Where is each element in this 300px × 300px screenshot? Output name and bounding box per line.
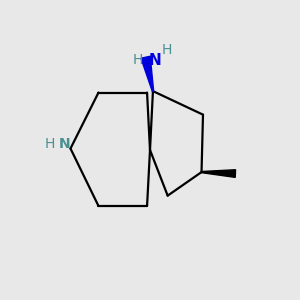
Text: H: H (132, 53, 143, 67)
Text: N: N (59, 137, 70, 151)
Text: N: N (149, 53, 162, 68)
Polygon shape (141, 56, 154, 91)
Text: H: H (162, 43, 172, 57)
Polygon shape (202, 170, 236, 177)
Text: H: H (45, 137, 55, 151)
